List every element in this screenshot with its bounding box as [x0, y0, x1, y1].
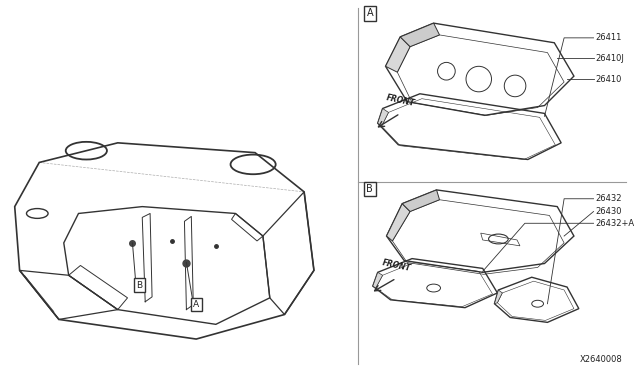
- Polygon shape: [373, 272, 383, 288]
- Text: A: A: [193, 300, 199, 309]
- Text: FRONT: FRONT: [385, 94, 415, 109]
- Text: 26410: 26410: [595, 74, 622, 84]
- Polygon shape: [387, 203, 410, 241]
- Text: B: B: [136, 280, 142, 289]
- Text: FRONT: FRONT: [381, 259, 412, 273]
- Text: B: B: [367, 184, 373, 194]
- Text: 26432+A: 26432+A: [595, 219, 635, 228]
- Polygon shape: [402, 190, 440, 212]
- Polygon shape: [385, 37, 410, 72]
- Text: 26411: 26411: [595, 33, 622, 42]
- Polygon shape: [378, 109, 388, 126]
- Text: 26430: 26430: [595, 207, 622, 216]
- Text: X2640008: X2640008: [580, 355, 623, 363]
- Polygon shape: [400, 23, 440, 47]
- Text: A: A: [367, 8, 373, 18]
- Text: 26410J: 26410J: [595, 54, 625, 63]
- Polygon shape: [495, 290, 502, 304]
- Text: 26432: 26432: [595, 194, 622, 203]
